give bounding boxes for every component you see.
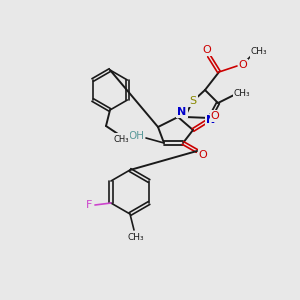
Text: O: O bbox=[199, 150, 207, 160]
Text: OH: OH bbox=[128, 131, 144, 141]
Text: O: O bbox=[211, 111, 219, 121]
Text: CH₃: CH₃ bbox=[113, 134, 129, 143]
Text: CH₃: CH₃ bbox=[251, 47, 267, 56]
Text: S: S bbox=[189, 96, 197, 106]
Text: N: N bbox=[206, 115, 216, 125]
Text: O: O bbox=[202, 45, 211, 55]
Text: CH₃: CH₃ bbox=[128, 233, 144, 242]
Text: O: O bbox=[238, 60, 247, 70]
Text: N: N bbox=[177, 107, 187, 117]
Text: F: F bbox=[86, 200, 92, 210]
Text: CH₃: CH₃ bbox=[234, 88, 250, 98]
